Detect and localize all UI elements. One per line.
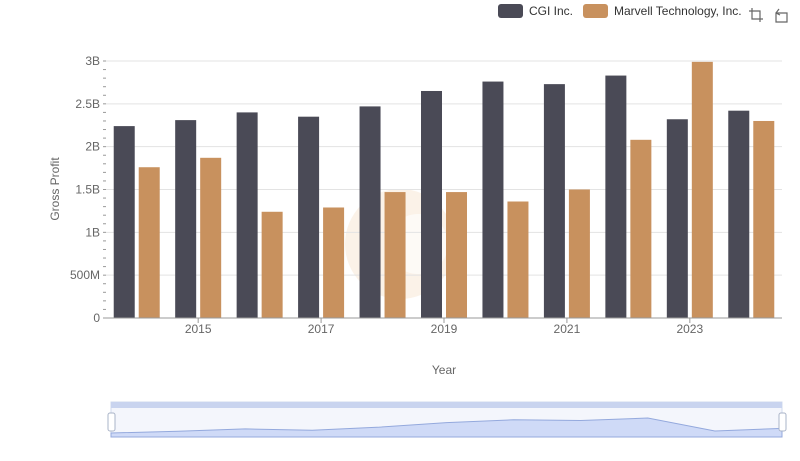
bar-cgi-2021[interactable] bbox=[543, 84, 565, 318]
y-axis-label: Gross Profit bbox=[48, 157, 62, 221]
legend: CGI Inc. Marvell Technology, Inc. bbox=[498, 4, 742, 18]
bar-marvell-2015[interactable] bbox=[200, 157, 222, 318]
legend-label-cgi: CGI Inc. bbox=[529, 4, 574, 18]
bar-cgi-2016[interactable] bbox=[236, 112, 258, 319]
bar-cgi-2017[interactable] bbox=[298, 116, 320, 318]
zoom-reset-icon[interactable] bbox=[773, 7, 789, 23]
y-tick-label: 0 bbox=[93, 311, 100, 325]
bar-marvell-2021[interactable] bbox=[568, 189, 590, 319]
legend-item-cgi[interactable]: CGI Inc. bbox=[498, 4, 573, 18]
zoom-select-icon[interactable] bbox=[748, 7, 764, 23]
bar-marvell-2014[interactable] bbox=[138, 167, 160, 318]
x-axis-label: Year bbox=[432, 363, 456, 377]
bar-cgi-2015[interactable] bbox=[175, 120, 197, 318]
bar-marvell-2019[interactable] bbox=[446, 192, 467, 318]
x-tick-label: 2015 bbox=[185, 322, 212, 336]
x-tick-label: 2021 bbox=[554, 322, 581, 336]
overview-area bbox=[110, 417, 783, 438]
y-tick-label: 2.5B bbox=[75, 97, 100, 111]
bar-marvell-2018[interactable] bbox=[384, 192, 406, 318]
overview-slider[interactable] bbox=[107, 401, 787, 438]
bar-cgi-2014[interactable] bbox=[113, 126, 135, 319]
overview-top-bar[interactable] bbox=[111, 402, 782, 408]
overview-handle-left[interactable] bbox=[107, 412, 116, 432]
legend-item-marvell[interactable]: Marvell Technology, Inc. bbox=[583, 4, 742, 18]
bar-cgi-2023[interactable] bbox=[666, 119, 688, 319]
bar-marvell-2024[interactable] bbox=[753, 120, 775, 318]
overview-handle-right[interactable] bbox=[778, 412, 787, 432]
bar-cgi-2022[interactable] bbox=[605, 75, 627, 319]
bar-cgi-2024[interactable] bbox=[728, 110, 750, 318]
bar-cgi-2018[interactable] bbox=[359, 106, 381, 318]
y-tick-label: 3B bbox=[85, 54, 100, 68]
bar-cgi-2020[interactable] bbox=[482, 81, 504, 318]
bar-cgi-2019[interactable] bbox=[421, 90, 442, 318]
y-tick-label: 500M bbox=[70, 268, 100, 282]
bar-marvell-2023[interactable] bbox=[691, 61, 713, 319]
bar-marvell-2017[interactable] bbox=[323, 207, 345, 318]
y-tick-label: 1.5B bbox=[75, 183, 100, 197]
legend-swatch-marvell bbox=[583, 4, 609, 18]
legend-label-marvell: Marvell Technology, Inc. bbox=[614, 4, 742, 18]
legend-swatch-cgi bbox=[498, 4, 523, 18]
x-tick-label: 2023 bbox=[676, 322, 703, 336]
y-tick-label: 1B bbox=[85, 225, 100, 239]
bar-marvell-2022[interactable] bbox=[630, 139, 652, 318]
x-tick-label: 2017 bbox=[308, 322, 335, 336]
x-tick-label: 2019 bbox=[431, 322, 458, 336]
bar-marvell-2016[interactable] bbox=[261, 211, 283, 318]
y-tick-label: 2B bbox=[85, 140, 100, 154]
bar-marvell-2020[interactable] bbox=[507, 201, 529, 318]
